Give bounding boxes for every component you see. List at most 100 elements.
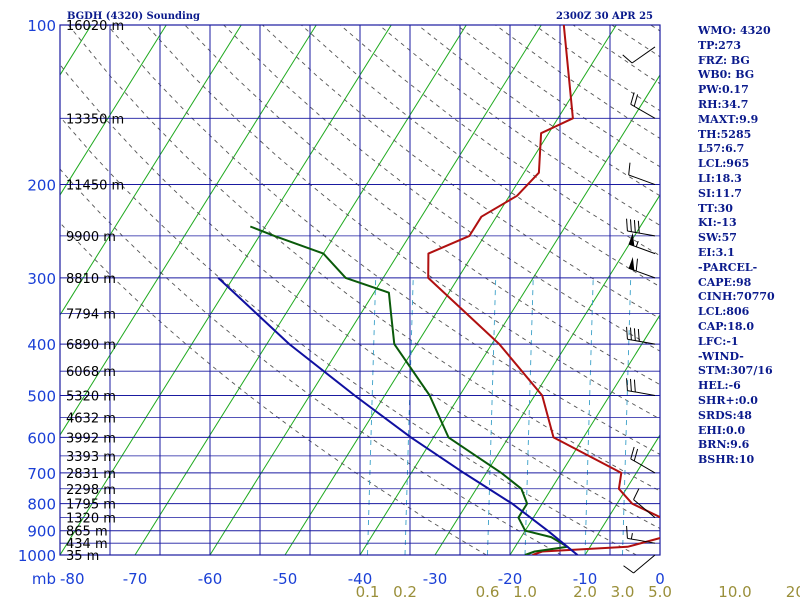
- wind-barb: [626, 378, 656, 396]
- height-label: 1320 m: [66, 512, 116, 527]
- pressure-tick-label: 700: [27, 465, 56, 483]
- temperature-line: [427, 25, 660, 555]
- index-item: TP:273: [698, 38, 742, 52]
- isotherm-line: [209, 25, 542, 555]
- pressure-tick-label: 400: [27, 336, 56, 354]
- mixing-ratio-label: 1.0: [513, 583, 537, 600]
- dry-adiabat-line: [106, 25, 660, 455]
- pressure-tick-label: 1000: [18, 547, 56, 565]
- chart-timestamp: 2300Z 30 APR 25: [556, 11, 653, 22]
- isotherm-line: [284, 25, 617, 555]
- height-label: 2831 m: [66, 467, 116, 482]
- wind-barb: [622, 46, 656, 64]
- height-label: 3393 m: [66, 450, 116, 465]
- index-item: WMO: 4320: [698, 24, 771, 37]
- height-label: 2298 m: [66, 483, 116, 498]
- index-item: LCL:806: [698, 305, 750, 319]
- index-item: KI:-13: [698, 216, 737, 230]
- wind-barb: [628, 232, 656, 255]
- height-label: 3992 m: [66, 431, 116, 446]
- indices-panel: WMO: 4320 TP:273 FRZ: BG WB0: BG PW:0.17 RH:3…: [698, 24, 798, 468]
- plot-frame: [59, 24, 661, 556]
- height-label: 6890 m: [66, 338, 116, 353]
- parcel-line: [217, 277, 579, 555]
- height-label: 16020 m: [66, 19, 124, 34]
- index-item: HEL:-6: [698, 379, 741, 393]
- index-item: PW:0.17: [698, 83, 749, 97]
- chart-title: BGDH (4320) Sounding: [67, 11, 200, 22]
- mixing-ratio-line: [659, 539, 660, 555]
- index-item: LFC:-1: [698, 334, 739, 348]
- isotherm-line: [60, 25, 167, 196]
- index-item: SW:57: [698, 231, 737, 245]
- isotherm-line: [434, 194, 660, 555]
- height-label: 8810 m: [66, 272, 116, 287]
- index-item: BRN:9.6: [698, 438, 750, 452]
- index-item: BSHR:10: [698, 453, 755, 467]
- isotherm-line: [509, 314, 660, 555]
- isotherm-line: [60, 25, 392, 555]
- temperature-tick-label: -10: [573, 570, 598, 588]
- index-item: -WIND-: [698, 349, 744, 363]
- height-label: 9900 m: [66, 230, 116, 245]
- height-label: 13350 m: [66, 112, 124, 127]
- index-item: TT:30: [698, 201, 733, 215]
- mixing-ratio-line: [524, 277, 534, 555]
- pressure-tick-label: 200: [27, 177, 56, 195]
- mixing-ratio-lines: [367, 277, 660, 555]
- temperature-tick-label: -20: [498, 570, 523, 588]
- wind-barbs: [622, 46, 656, 574]
- index-item: SRDS:48: [698, 408, 752, 422]
- mixing-ratio-line: [404, 277, 414, 555]
- dry-adiabat-lines: [60, 25, 660, 555]
- index-item: RH:34.7: [698, 97, 749, 111]
- index-item: L57:6.7: [698, 142, 745, 156]
- mixing-ratio-line: [622, 277, 632, 555]
- wind-barb: [630, 446, 656, 474]
- index-item: FRZ: BG: [698, 53, 750, 67]
- mixing-ratio-label: 0.2: [393, 583, 417, 600]
- mixing-ratio-line: [367, 277, 377, 555]
- pressure-tick-label: 800: [27, 496, 56, 514]
- x-axis-label: mb: [32, 570, 56, 588]
- index-item: -PARCEL-: [698, 260, 758, 274]
- height-label: 7794 m: [66, 307, 116, 322]
- height-label: 6068 m: [66, 365, 116, 380]
- wind-barb: [630, 92, 656, 119]
- index-item: LI:18.3: [698, 171, 742, 185]
- chart-header: BGDH (4320) Sounding 2300Z 30 APR 25: [67, 11, 653, 22]
- mixing-ratio-label: 3.0: [611, 583, 635, 600]
- index-item: SI:11.7: [698, 186, 742, 200]
- index-item: TH:5285: [698, 127, 752, 141]
- height-label: 5320 m: [66, 389, 116, 404]
- index-item: WB0: BG: [698, 68, 755, 82]
- isotherm-lines: [60, 25, 660, 555]
- temperature-tick-label: -80: [60, 570, 85, 588]
- wind-barb: [626, 218, 656, 237]
- mixing-ratio-line: [487, 277, 497, 555]
- temperature-tick-label: 0: [655, 570, 665, 588]
- axis-labels: 100 200 300 400 500 600 700 800 900 1000 16020 m 13…: [18, 17, 800, 600]
- isotherm-line: [60, 25, 317, 436]
- height-label: 4632 m: [66, 411, 116, 426]
- wind-barb: [626, 326, 656, 345]
- wind-barb: [628, 162, 656, 186]
- dry-adiabat-line: [60, 63, 660, 530]
- isotherm-line: [584, 434, 660, 555]
- mixing-ratio-label: 2.0: [573, 583, 597, 600]
- height-label: 1795 m: [66, 498, 116, 513]
- isotherm-line: [359, 74, 660, 555]
- index-item: EHI:0.0: [698, 423, 746, 437]
- temperature-tick-label: -30: [423, 570, 448, 588]
- wind-barb: [633, 488, 656, 518]
- grid-lines: [59, 24, 661, 556]
- mixing-ratio-label: 10.0: [718, 583, 751, 600]
- mixing-ratio-label: 20.0: [786, 583, 800, 600]
- height-label: 434 m: [66, 537, 108, 552]
- mixing-ratio-line: [584, 277, 594, 555]
- wind-barb: [626, 525, 656, 544]
- wind-barb: [623, 554, 656, 574]
- pressure-tick-label: 300: [27, 270, 56, 288]
- pressure-tick-label: 600: [27, 429, 56, 447]
